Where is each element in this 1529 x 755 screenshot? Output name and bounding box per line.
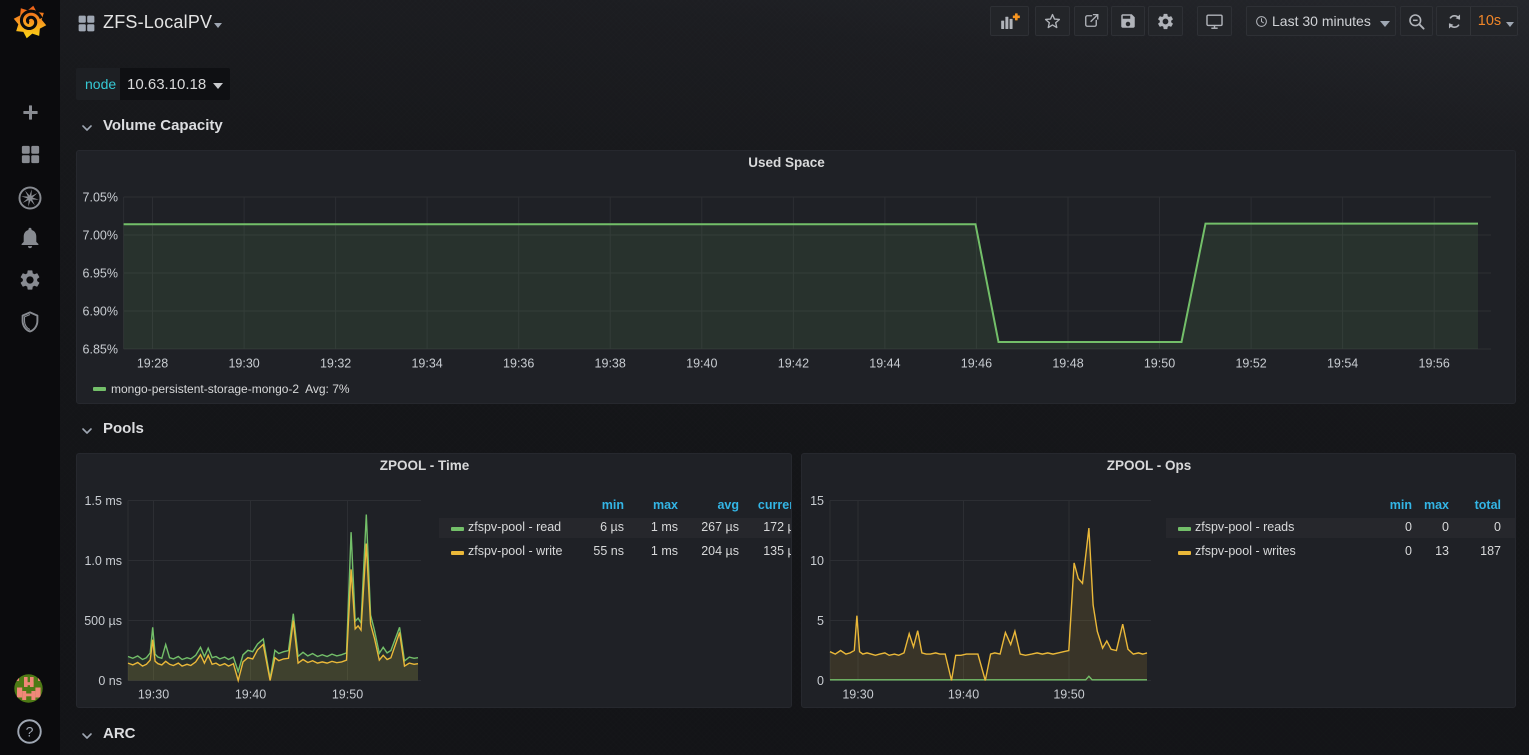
svg-text:19:52: 19:52	[1235, 357, 1266, 371]
svg-text:?: ?	[26, 723, 34, 739]
svg-text:19:42: 19:42	[778, 357, 809, 371]
svg-text:19:30: 19:30	[842, 688, 873, 702]
svg-text:1.0 ms: 1.0 ms	[84, 554, 122, 568]
svg-text:19:34: 19:34	[411, 357, 442, 371]
svg-text:19:36: 19:36	[503, 357, 534, 371]
svg-text:5: 5	[817, 614, 824, 628]
svg-text:19:40: 19:40	[686, 357, 717, 371]
svg-text:19:38: 19:38	[595, 357, 626, 371]
svg-text:19:30: 19:30	[228, 357, 259, 371]
svg-text:19:56: 19:56	[1419, 357, 1450, 371]
svg-text:15: 15	[810, 494, 824, 508]
svg-text:19:50: 19:50	[1144, 357, 1175, 371]
svg-text:1.5 ms: 1.5 ms	[84, 494, 122, 508]
svg-text:19:40: 19:40	[235, 688, 266, 702]
svg-text:19:50: 19:50	[332, 688, 363, 702]
svg-text:19:44: 19:44	[869, 357, 900, 371]
svg-text:19:46: 19:46	[961, 357, 992, 371]
svg-text:19:48: 19:48	[1052, 357, 1083, 371]
svg-text:7.05%: 7.05%	[83, 191, 118, 205]
svg-text:10: 10	[810, 554, 824, 568]
svg-text:0: 0	[817, 674, 824, 688]
svg-text:7.00%: 7.00%	[83, 229, 118, 243]
svg-text:0 ns: 0 ns	[98, 674, 122, 688]
svg-text:19:50: 19:50	[1053, 688, 1084, 702]
svg-text:19:32: 19:32	[320, 357, 351, 371]
svg-text:500 µs: 500 µs	[84, 614, 122, 628]
svg-text:19:30: 19:30	[138, 688, 169, 702]
svg-text:6.95%: 6.95%	[83, 267, 118, 281]
svg-text:19:28: 19:28	[137, 357, 168, 371]
svg-text:19:40: 19:40	[948, 688, 979, 702]
svg-text:6.90%: 6.90%	[83, 305, 118, 319]
svg-text:6.85%: 6.85%	[83, 343, 118, 357]
svg-text:19:54: 19:54	[1327, 357, 1358, 371]
